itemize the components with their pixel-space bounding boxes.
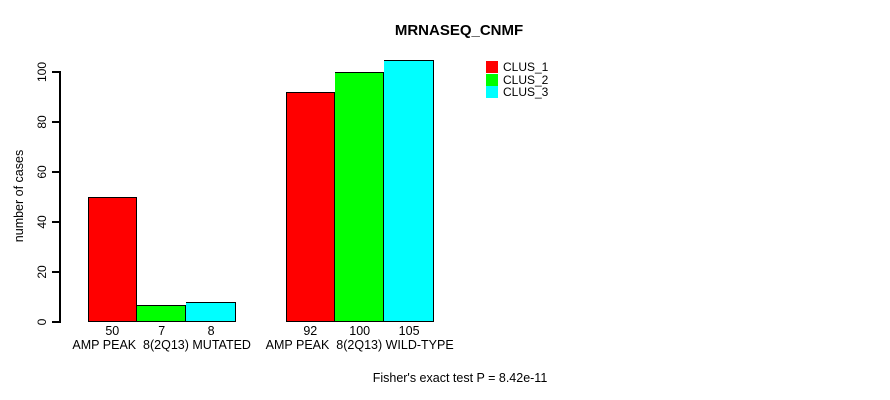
y-axis-tick xyxy=(52,271,60,273)
legend-swatch-clus_3 xyxy=(486,86,498,99)
x-category-label: AMP PEAK 8(2Q13) MUTATED xyxy=(72,338,251,352)
legend-item-label: CLUS_2 xyxy=(503,72,549,87)
bar-value-label: 100 xyxy=(349,324,371,338)
x-category-label: AMP PEAK 8(2Q13) WILD-TYPE xyxy=(265,338,454,352)
bar-value-label: 7 xyxy=(158,324,166,338)
bar-clus_2-mutated xyxy=(137,304,187,322)
bar-value-label: 50 xyxy=(105,324,120,338)
y-axis-tick xyxy=(52,321,60,323)
y-tick-label: 20 xyxy=(35,265,49,279)
y-axis-tick xyxy=(52,221,60,223)
chart-title: MRNASEQ_CNMF xyxy=(394,22,524,39)
y-tick-label: 100 xyxy=(35,61,49,83)
bar-clus_1-wild-type xyxy=(285,92,335,322)
y-axis-tick xyxy=(52,121,60,123)
bar-clus_3-wild-type xyxy=(384,59,434,322)
legend-item: CLUS_1 xyxy=(486,61,548,74)
y-tick-label: 0 xyxy=(35,318,49,326)
bar-clus_2-wild-type xyxy=(335,72,385,322)
y-axis-tick xyxy=(52,171,60,173)
y-axis-tick xyxy=(52,71,60,73)
bar-value-label: 105 xyxy=(398,324,420,338)
legend: CLUS_1 CLUS_2 CLUS_3 xyxy=(486,61,548,99)
bar-value-label: 92 xyxy=(303,324,318,338)
bar-clus_1-mutated xyxy=(87,197,137,322)
bar-clus_3-mutated xyxy=(186,302,236,322)
legend-item: CLUS_2 xyxy=(486,72,549,87)
y-axis-line xyxy=(59,71,61,323)
legend-swatch-clus_1 xyxy=(486,61,498,74)
legend-swatch-clus_2 xyxy=(486,73,498,86)
y-tick-label: 80 xyxy=(35,115,49,129)
stat-annotation: Fisher's exact test P = 8.42e-11 xyxy=(372,371,548,385)
y-tick-label: 60 xyxy=(35,165,49,179)
legend-item-label: CLUS_3 xyxy=(503,85,549,99)
y-tick-label: 40 xyxy=(35,215,49,229)
legend-item: CLUS_3 xyxy=(486,86,548,99)
legend-item-label: CLUS_1 xyxy=(503,60,549,74)
bar-value-label: 8 xyxy=(207,324,215,338)
